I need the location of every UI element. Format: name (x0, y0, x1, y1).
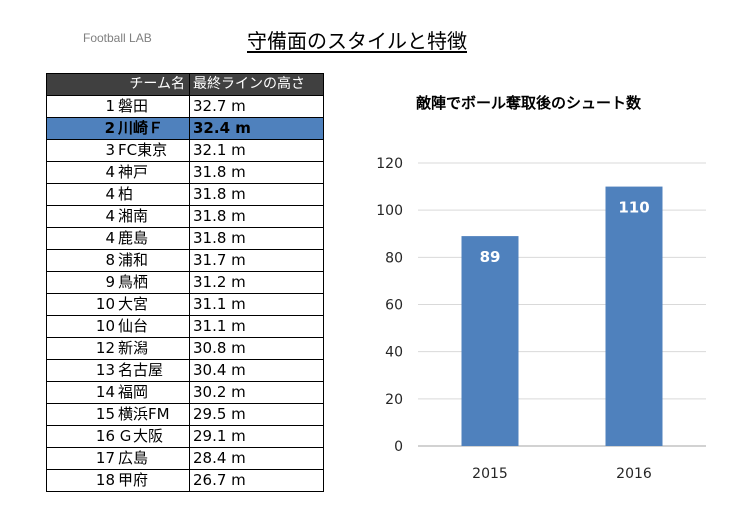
x-tick-label: 2015 (472, 466, 508, 482)
table-row: 4 神戸 31.8 m (46, 161, 324, 184)
x-axis-ticks: 2015 2016 (472, 466, 652, 482)
data-label: 110 (618, 199, 649, 217)
y-axis-ticks: 0 20 40 60 80 100 120 (376, 156, 403, 455)
team-cell: 福岡 (117, 381, 190, 404)
ranking-table: チーム名 最終ラインの高さ 1 磐田 32.7 m 2 川崎Ｆ 32.4 m 3 FC東京 32… (46, 73, 324, 492)
table-row: 1 磐田 32.7 m (46, 95, 324, 118)
rank-cell: 2 (46, 117, 117, 140)
team-cell: 浦和 (117, 249, 190, 272)
rank-cell: 18 (46, 469, 117, 492)
table-row: 17 広島 28.4 m (46, 447, 324, 470)
bars: 89 110 (461, 186, 663, 447)
rank-cell: 16 (46, 425, 117, 448)
line-height-cell: 32.1 m (189, 139, 324, 162)
bar (605, 186, 663, 447)
team-cell: 鳥栖 (117, 271, 190, 294)
line-height-cell: 31.1 m (189, 293, 324, 316)
y-tick-label: 80 (385, 250, 403, 266)
table-row: 10 大宮 31.1 m (46, 293, 324, 316)
line-height-cell: 28.4 m (189, 447, 324, 470)
gridlines (418, 162, 706, 447)
data-label: 89 (480, 248, 501, 266)
table-row: 18 甲府 26.7 m (46, 469, 324, 492)
table-row: 9 鳥栖 31.2 m (46, 271, 324, 294)
y-tick-label: 20 (385, 392, 403, 408)
page-title: 守備面のスタイルと特徴 (247, 29, 467, 53)
chart-title: 敵陣でボール奪取後のシュート数 (416, 94, 642, 112)
brand-label: Football LAB (83, 31, 152, 45)
line-height-cell: 30.2 m (189, 381, 324, 404)
team-cell: 大宮 (117, 293, 190, 316)
y-tick-label: 60 (385, 298, 403, 314)
line-height-cell: 31.8 m (189, 183, 324, 206)
table-row: 8 浦和 31.7 m (46, 249, 324, 272)
team-cell: 神戸 (117, 161, 190, 184)
bar (461, 236, 519, 446)
table-row: 2 川崎Ｆ 32.4 m (46, 117, 324, 140)
line-height-cell: 32.7 m (189, 95, 324, 118)
table-row: 16 Ｇ大阪 29.1 m (46, 425, 324, 448)
table-row: 4 湘南 31.8 m (46, 205, 324, 228)
table-row: 12 新潟 30.8 m (46, 337, 324, 360)
table-row: 4 柏 31.8 m (46, 183, 324, 206)
team-cell: 柏 (117, 183, 190, 206)
rank-cell: 10 (46, 315, 117, 338)
table-row: 14 福岡 30.2 m (46, 381, 324, 404)
team-cell: 甲府 (117, 469, 190, 492)
x-tick-label: 2016 (616, 466, 652, 482)
y-tick-label: 40 (385, 345, 403, 361)
line-height-cell: 26.7 m (189, 469, 324, 492)
y-tick-label: 120 (376, 156, 403, 172)
line-height-cell: 31.8 m (189, 161, 324, 184)
team-cell: FC東京 (117, 139, 190, 162)
header-team: チーム名 (46, 73, 190, 96)
y-tick-label: 0 (394, 439, 403, 455)
table-row: 10 仙台 31.1 m (46, 315, 324, 338)
rank-cell: 17 (46, 447, 117, 470)
line-height-cell: 31.8 m (189, 227, 324, 250)
y-tick-label: 100 (376, 203, 403, 219)
line-height-cell: 30.8 m (189, 337, 324, 360)
team-cell: 川崎Ｆ (117, 117, 190, 140)
line-height-cell: 32.4 m (189, 117, 324, 140)
